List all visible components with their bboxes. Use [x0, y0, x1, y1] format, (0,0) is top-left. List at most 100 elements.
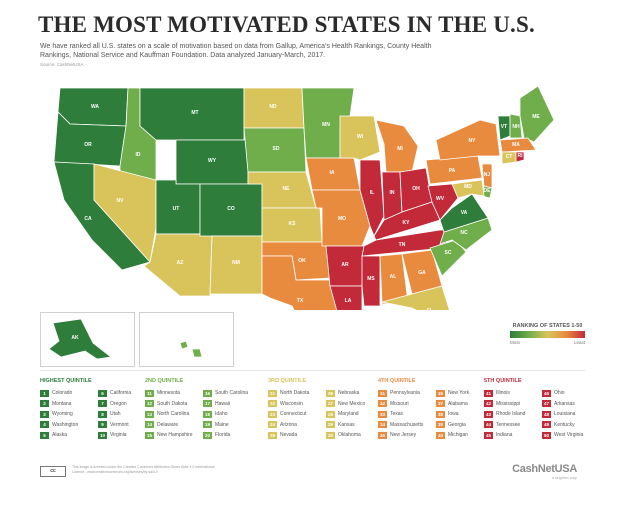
state-label-wa: WA [91, 104, 99, 110]
state-name: Kentucky [554, 421, 575, 428]
state-label-wv: WV [436, 196, 445, 202]
state-name: Connecticut [280, 411, 307, 418]
ranking-legend: RANKING OF STATES 1-50 Most Least [510, 323, 585, 345]
state-label-ar: AR [341, 262, 349, 268]
state-name: Alaska [52, 432, 68, 439]
ranking-entry: 34 Massachusetts [378, 420, 432, 431]
state-label-ct: CT [506, 154, 513, 160]
ranking-entry: 3 Wyoming [40, 409, 94, 420]
state-name: Maine [215, 421, 229, 428]
rank-number: 39 [436, 421, 445, 429]
ranking-entry: 40 Michigan [436, 430, 490, 441]
rank-number: 27 [326, 400, 335, 408]
rank-number: 47 [542, 400, 551, 408]
page-title: THE MOST MOTIVATED STATES IN THE U.S. [38, 12, 535, 37]
ranking-entry: 1 Colorado [40, 388, 94, 399]
rank-number: 24 [268, 421, 277, 429]
ranking-entry: 44 Tennessee [484, 420, 538, 431]
state-label-co: CO [227, 206, 235, 212]
rank-number: 21 [268, 389, 277, 397]
legend-title: RANKING OF STATES 1-50 [512, 323, 583, 329]
state-name: New Jersey [390, 432, 417, 439]
state-name: Montana [52, 400, 72, 407]
license-text: This image is licensed under the Creativ… [72, 465, 215, 474]
ranking-entry: 45 Indiana [484, 430, 538, 441]
alaska-inset: AK [40, 312, 135, 367]
rank-number: 16 [203, 389, 212, 397]
state-label-va: VA [461, 210, 468, 216]
ranking-entry: 15 New Hampshire [145, 430, 199, 441]
state-label-nc: NC [460, 230, 468, 236]
rank-number: 29 [326, 421, 335, 429]
state-label-ms: MS [367, 276, 375, 282]
rank-number: 13 [145, 410, 154, 418]
state-name: North Dakota [280, 390, 310, 397]
rank-number: 36 [436, 389, 445, 397]
state-me [519, 85, 555, 143]
rank-number: 1 [40, 389, 49, 397]
rank-number: 10 [98, 431, 107, 439]
state-name: South Carolina [215, 390, 249, 397]
ranking-entry: 24 Arizona [268, 420, 322, 431]
rank-number: 17 [203, 400, 212, 408]
legend-least-label: Least [573, 340, 585, 345]
state-name: Illinois [496, 390, 510, 397]
state-name: Idaho [215, 411, 228, 418]
state-md [451, 179, 485, 199]
state-name: California [110, 390, 132, 397]
ranking-entry: 30 Oklahoma [326, 430, 380, 441]
state-ms [361, 255, 381, 307]
brand-logo[interactable]: CashNetUSA a brighter way [512, 463, 577, 480]
rank-number: 3 [40, 410, 49, 418]
state-label-sc: SC [445, 250, 452, 256]
rank-number: 20 [203, 431, 212, 439]
ranking-entry: 37 Alabama [436, 399, 490, 410]
rank-number: 35 [378, 431, 387, 439]
quintile-title: 5TH QUINTILE [484, 378, 522, 384]
subtitle: We have ranked all U.S. states on a scal… [40, 43, 432, 59]
rank-number: 30 [326, 431, 335, 439]
state-name: Arkansas [554, 400, 575, 407]
state-name: Washington [52, 421, 79, 428]
rank-number: 7 [98, 400, 107, 408]
state-label-nh: NH [512, 124, 520, 130]
ranking-entry: 10 Virginia [98, 430, 152, 441]
rank-number: 33 [378, 410, 387, 418]
state-label-ne: NE [283, 186, 291, 192]
state-name: Virginia [110, 432, 127, 439]
state-sc [429, 239, 467, 277]
state-label-ut: UT [173, 206, 180, 212]
state-ma [499, 137, 537, 153]
ranking-entry: 49 Kentucky [542, 420, 596, 431]
state-name: Minnesota [157, 390, 181, 397]
divider [40, 370, 585, 371]
rank-number: 2 [40, 400, 49, 408]
state-name: New Hampshire [157, 432, 193, 439]
rank-number: 11 [145, 389, 154, 397]
state-name: Pennsylvania [390, 390, 420, 397]
ranking-entry: 46 Ohio [542, 388, 596, 399]
rank-number: 19 [203, 421, 212, 429]
state-name: Nebraska [338, 390, 360, 397]
state-label-ma: MA [512, 142, 520, 148]
ranking-entry: 38 Iowa [436, 409, 490, 420]
ranking-entry: 35 New Jersey [378, 430, 432, 441]
state-name: Indiana [496, 432, 513, 439]
ranking-entry: 47 Arkansas [542, 399, 596, 410]
rank-number: 41 [484, 389, 493, 397]
state-label-ny: NY [469, 138, 477, 144]
footer: cc This image is licensed under the Crea… [40, 462, 585, 482]
state-label-az: AZ [177, 260, 184, 266]
creative-commons-badge[interactable]: cc [40, 466, 66, 477]
state-label-me: ME [532, 114, 540, 120]
state-label-nd: ND [269, 104, 277, 110]
state-label-ga: GA [418, 270, 426, 276]
ranking-entry: 19 Maine [203, 420, 257, 431]
state-label-mn: MN [322, 122, 330, 128]
state-label-ok: OK [298, 258, 306, 264]
ranking-entry: 32 Missouri [378, 399, 432, 410]
state-name: Oklahoma [338, 432, 361, 439]
ranking-entry: 21 North Dakota [268, 388, 322, 399]
us-map: WA OR CA ID NV MT WY UT AZ CO NM ND SD NE KS OK TX MN IA MO… [53, 85, 555, 310]
state-name: North Carolina [157, 411, 190, 418]
